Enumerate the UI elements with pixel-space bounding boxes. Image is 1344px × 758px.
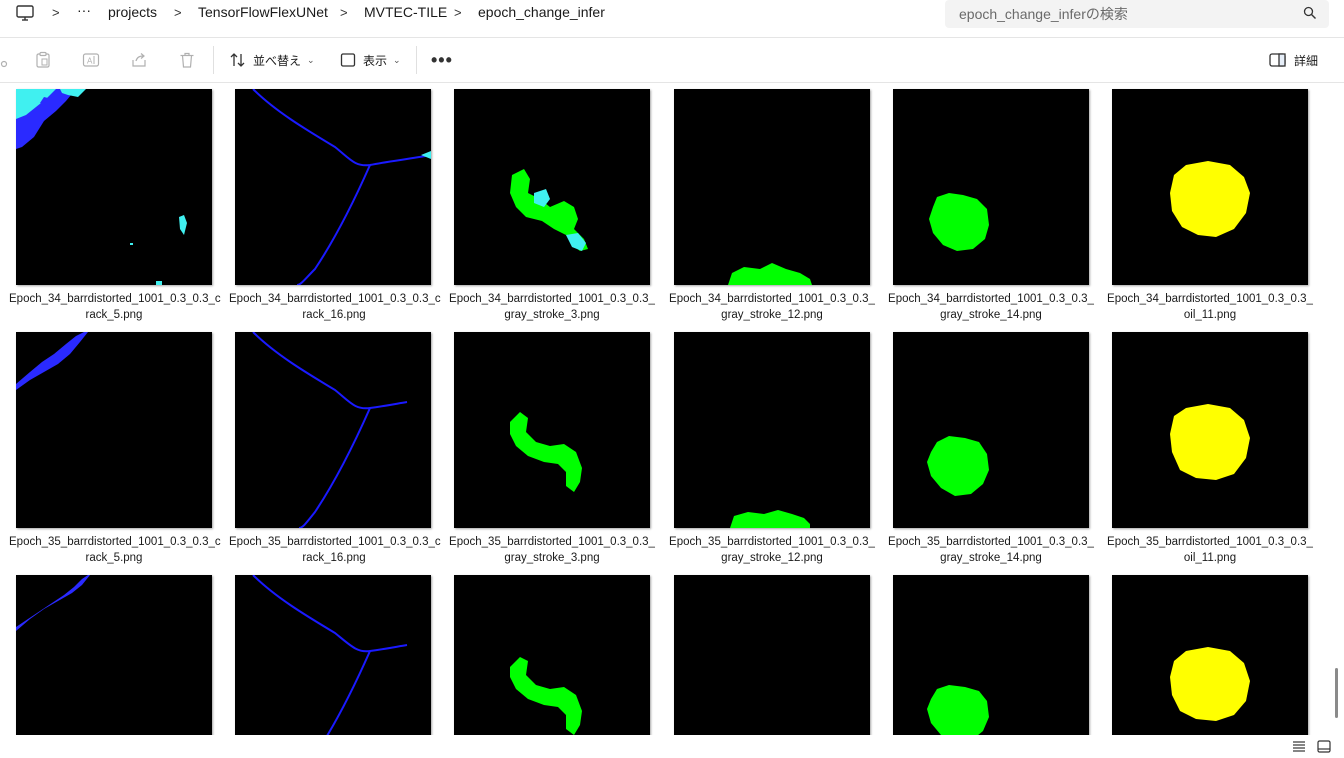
thumbnail-crack-5-epoch34[interactable] — [16, 89, 212, 285]
mask-image — [929, 193, 989, 251]
thumbnail-gray-stroke-14-epoch35[interactable] — [893, 332, 1089, 528]
file-name[interactable]: Epoch_35_barrdistorted_1001_0.3_0.3_c ra… — [9, 536, 221, 564]
command-bar: A 並べ替え ⌄ 表示 ⌄ ••• 詳細 — [0, 38, 1344, 83]
delete-icon[interactable] — [178, 51, 196, 69]
thumbnail-row3-1[interactable] — [16, 575, 212, 735]
thumbnail-crack-16-epoch35[interactable] — [235, 332, 431, 528]
rename-icon[interactable]: A — [82, 51, 100, 69]
breadcrumb-more[interactable]: ··· — [77, 2, 91, 18]
thumbnail-gray-stroke-3-epoch35[interactable] — [454, 332, 650, 528]
chevron-down-icon: ⌄ — [393, 54, 401, 65]
thumbnail-row3-5[interactable] — [893, 575, 1089, 735]
thumbnail-row3-6[interactable] — [1112, 575, 1308, 735]
file-name[interactable]: Epoch_34_barrdistorted_1001_0.3_0.3_c ra… — [229, 293, 441, 321]
view-tiles-icon[interactable] — [1317, 740, 1331, 753]
address-bar: > ··· projects > TensorFlowFlexUNet > MV… — [0, 0, 1344, 38]
thumbnail-gray-stroke-14-epoch34[interactable] — [893, 89, 1089, 285]
thumbnail-row3-2[interactable] — [235, 575, 431, 735]
thumbnail-gray-stroke-12-epoch34[interactable] — [674, 89, 870, 285]
mask-image — [252, 89, 431, 285]
view-icon — [340, 53, 356, 67]
thumbnail-oil-11-epoch34[interactable] — [1112, 89, 1308, 285]
breadcrumb-separator[interactable]: > — [340, 5, 348, 20]
breadcrumb-projects[interactable]: projects — [108, 4, 158, 20]
svg-text:A: A — [87, 57, 93, 66]
pc-icon[interactable] — [15, 3, 35, 23]
search-icon[interactable] — [1303, 6, 1317, 20]
file-name[interactable]: Epoch_35_barrdistorted_1001_0.3_0.3_ oil… — [1107, 536, 1313, 564]
mask-image — [927, 685, 989, 735]
mask-image — [927, 436, 989, 496]
thumbnail-gray-stroke-12-epoch35[interactable] — [674, 332, 870, 528]
file-name[interactable]: Epoch_35_barrdistorted_1001_0.3_0.3_c ra… — [229, 536, 441, 564]
mask-image — [16, 575, 90, 631]
cut-icon[interactable] — [0, 51, 10, 69]
mask-image — [252, 575, 408, 735]
file-name[interactable]: Epoch_34_barrdistorted_1001_0.3_0.3_ gra… — [888, 293, 1094, 321]
mask-image — [16, 89, 187, 285]
mask-image — [16, 332, 88, 390]
thumbnail-row3-4[interactable] — [674, 575, 870, 735]
paste-icon[interactable] — [34, 51, 52, 69]
details-pane-icon — [1269, 53, 1286, 67]
view-list-icon[interactable] — [1292, 740, 1306, 753]
more-icon[interactable]: ••• — [431, 50, 453, 70]
mask-image — [1170, 647, 1250, 721]
mask-image — [728, 263, 812, 285]
breadcrumb-epoch-change-infer[interactable]: epoch_change_infer — [478, 4, 605, 20]
breadcrumb-tensorflowflexunet[interactable]: TensorFlowFlexUNet — [198, 4, 328, 20]
status-bar — [0, 735, 1344, 758]
search-box[interactable] — [945, 0, 1329, 28]
breadcrumb-mvtec-tile[interactable]: MVTEC-TILE — [364, 4, 448, 20]
file-name[interactable]: Epoch_34_barrdistorted_1001_0.3_0.3_ gra… — [449, 293, 655, 321]
file-name[interactable]: Epoch_34_barrdistorted_1001_0.3_0.3_ oil… — [1107, 293, 1313, 321]
breadcrumb-separator[interactable]: > — [454, 5, 462, 20]
file-name[interactable]: Epoch_34_barrdistorted_1001_0.3_0.3_c ra… — [9, 293, 221, 321]
sort-button[interactable]: 並べ替え ⌄ — [229, 49, 315, 71]
mask-image — [510, 657, 582, 735]
file-view: Epoch_34_barrdistorted_1001_0.3_0.3_c ra… — [0, 83, 1330, 735]
details-button[interactable]: 詳細 — [1269, 49, 1318, 71]
mask-image — [674, 575, 870, 735]
thumbnail-crack-16-epoch34[interactable] — [235, 89, 431, 285]
mask-image — [510, 169, 588, 251]
sort-label: 並べ替え — [253, 53, 302, 68]
file-name[interactable]: Epoch_35_barrdistorted_1001_0.3_0.3_ gra… — [888, 536, 1094, 564]
chevron-down-icon: ⌄ — [307, 54, 315, 65]
toolbar-divider — [416, 46, 417, 74]
vertical-scrollbar[interactable] — [1330, 83, 1344, 735]
details-label: 詳細 — [1294, 53, 1319, 68]
share-icon[interactable] — [130, 51, 148, 69]
mask-image — [252, 332, 408, 528]
file-name[interactable]: Epoch_34_barrdistorted_1001_0.3_0.3_ gra… — [669, 293, 875, 321]
thumbnail-row3-3[interactable] — [454, 575, 650, 735]
sort-icon — [230, 53, 245, 67]
breadcrumb-separator[interactable]: > — [52, 5, 60, 20]
view-label: 表示 — [363, 53, 388, 68]
file-name[interactable]: Epoch_35_barrdistorted_1001_0.3_0.3_ gra… — [449, 536, 655, 564]
breadcrumb-separator[interactable]: > — [174, 5, 182, 20]
toolbar-divider — [213, 46, 214, 74]
mask-image — [730, 510, 810, 528]
mask-image — [510, 412, 582, 492]
search-input[interactable] — [959, 4, 1289, 24]
mask-image — [1170, 404, 1250, 480]
thumbnail-crack-5-epoch35[interactable] — [16, 332, 212, 528]
thumbnail-gray-stroke-3-epoch34[interactable] — [454, 89, 650, 285]
scrollbar-thumb[interactable] — [1335, 668, 1338, 718]
file-name[interactable]: Epoch_35_barrdistorted_1001_0.3_0.3_ gra… — [669, 536, 875, 564]
thumbnail-oil-11-epoch35[interactable] — [1112, 332, 1308, 528]
mask-image — [1170, 161, 1250, 237]
view-button[interactable]: 表示 ⌄ — [339, 49, 401, 71]
